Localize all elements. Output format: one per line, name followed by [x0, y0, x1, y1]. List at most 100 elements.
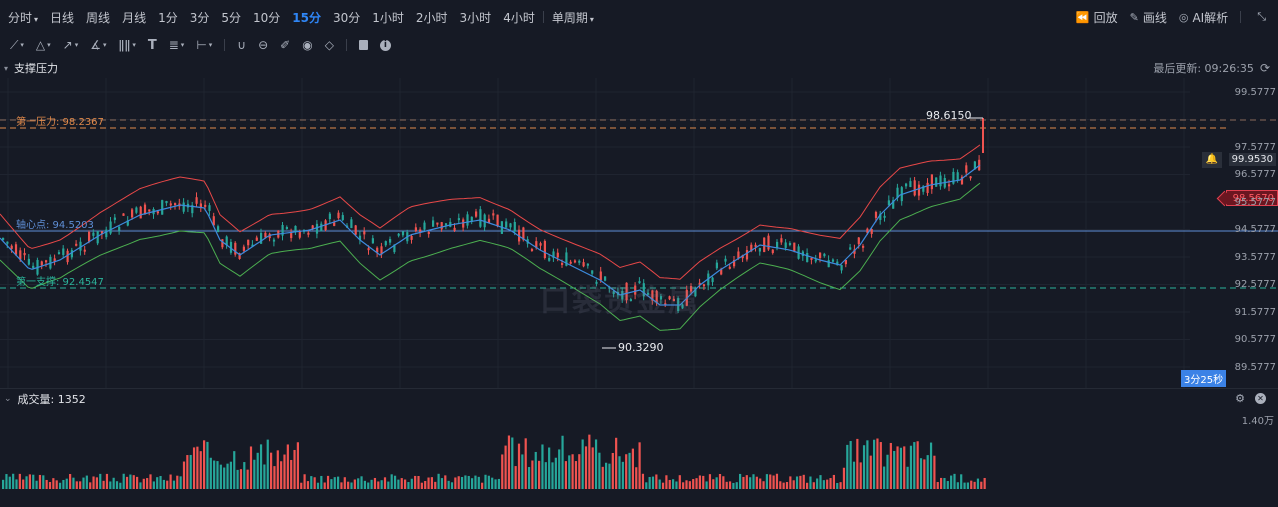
chevron-down-icon: ▾	[180, 41, 185, 49]
edit-tool-button[interactable]: ✐	[280, 38, 290, 52]
fib-tool-button[interactable]: ≣ ▾	[169, 38, 185, 52]
period-3m[interactable]: 3分	[189, 10, 210, 25]
angle-icon: ∡	[90, 38, 102, 52]
candlestick-chart	[0, 78, 1278, 388]
period-30m[interactable]: 30分	[332, 10, 361, 25]
replay-button[interactable]: ⏪ 回放	[1075, 10, 1118, 25]
visibility-tool-button[interactable]: ◉	[302, 38, 312, 52]
y-axis-label: 95.5777	[1234, 197, 1276, 208]
period-4h[interactable]: 4小时	[503, 10, 535, 25]
period-5m[interactable]: 5分	[221, 10, 241, 25]
y-axis-label: 96.5777	[1234, 169, 1276, 180]
divider	[1240, 11, 1242, 23]
period-10m[interactable]: 10分	[253, 10, 281, 25]
close-icon[interactable]: ✕	[1255, 393, 1266, 404]
y-axis-label: 99.5777	[1234, 87, 1276, 98]
divider	[345, 39, 347, 51]
info-icon: i	[379, 39, 391, 51]
y-axis-label: 92.5777	[1234, 279, 1276, 290]
chevron-down-icon: ▾	[132, 41, 136, 49]
pen-icon: ✎	[1129, 10, 1139, 24]
period-15m[interactable]: 15分	[292, 10, 321, 25]
period-weekly[interactable]: 周线	[86, 10, 111, 25]
chevron-down-icon: ▾	[20, 41, 24, 49]
divider	[224, 39, 226, 51]
y-axis-label: 93.5777	[1234, 252, 1276, 263]
y-axis-label: 91.5777	[1234, 307, 1276, 318]
sync-tool-button[interactable]: ⊖	[258, 38, 268, 52]
arrow-icon: ↗	[62, 38, 73, 52]
ai-analysis-button[interactable]: ◎ AI解析	[1178, 10, 1229, 25]
period-1m[interactable]: 1分	[158, 10, 178, 25]
eye-icon: ◉	[302, 38, 313, 52]
pivot-label: 轴心点: 94.5203	[16, 220, 94, 231]
line-icon: ⟋	[10, 37, 19, 52]
indicator-title: 支撑压力	[14, 62, 59, 75]
chevron-down-icon: ▾	[589, 14, 594, 24]
period-fenshi[interactable]: 分时 ▾	[8, 10, 39, 25]
fibonacci-icon: ≣	[168, 38, 179, 52]
bars-tool-button[interactable]: ǁǁ ▾	[119, 38, 136, 52]
angle-tool-button[interactable]: ∡ ▾	[90, 38, 106, 52]
measure-icon: ⊢	[196, 38, 207, 52]
last-update-text: 最后更新: 09:26:35	[1153, 62, 1254, 75]
top-price-tag: 99.9530	[1228, 153, 1276, 166]
chevron-down-icon: ▾	[208, 41, 213, 49]
single-period-dropdown[interactable]: 单周期 ▾	[551, 10, 594, 25]
triangle-icon: △	[35, 38, 46, 52]
chevron-down-icon: ▾	[103, 41, 107, 49]
chevron-down-icon: ▾	[47, 41, 51, 49]
refresh-icon[interactable]: ⟳	[1259, 61, 1270, 75]
sync-icon: ⊖	[258, 38, 269, 52]
period-2h[interactable]: 2小时	[415, 10, 448, 25]
right-tools: ⏪ 回放 ✎ 画线 ◎ AI解析 ⤡	[1064, 0, 1270, 34]
watermark: 口袋贵金属	[540, 284, 700, 319]
measure-tool-button[interactable]: ⊢ ▾	[196, 38, 212, 52]
indicator-header: ▾ 支撑压力	[0, 58, 1278, 78]
volume-axis-max: 1.40万	[1241, 416, 1274, 427]
edit-icon: ✐	[280, 38, 291, 52]
y-axis-label: 89.5777	[1234, 362, 1276, 373]
volume-title: 成交量: 1352	[17, 392, 86, 406]
eraser-icon: ◇	[324, 38, 334, 52]
text-icon: T	[147, 37, 157, 53]
chevron-down-icon: ▾	[34, 14, 39, 24]
draw-button[interactable]: ✎ 画线	[1129, 10, 1167, 25]
info-tool-button[interactable]: i	[379, 39, 391, 51]
high-annotation: 98.6150	[926, 109, 972, 122]
collapse-toggle-icon[interactable]: ▾	[4, 63, 9, 73]
chevron-down-icon: ▾	[74, 41, 79, 49]
period-1h[interactable]: 1小时	[372, 10, 404, 25]
y-axis-label: 90.5777	[1234, 334, 1276, 345]
current-price-tag: 98.5670	[1225, 190, 1278, 206]
period-daily[interactable]: 日线	[50, 10, 75, 25]
volume-tools: ⚙ ✕	[1225, 392, 1266, 405]
price-chart[interactable]: 口袋贵金属 第一压力: 98.2367 轴心点: 94.5203 第一支撑: 9…	[0, 78, 1278, 388]
alert-bell-icon[interactable]: 🔔	[1202, 152, 1222, 168]
period-3h[interactable]: 3小时	[459, 10, 492, 25]
triangle-tool-button[interactable]: △ ▾	[36, 38, 51, 52]
arrow-tool-button[interactable]: ↗ ▾	[63, 38, 79, 52]
support-label: 第一支撑: 92.4547	[16, 277, 104, 288]
rewind-icon: ⏪	[1075, 10, 1090, 24]
ai-scan-icon: ◎	[1178, 10, 1189, 24]
low-annotation: 90.3290	[618, 341, 664, 354]
y-axis-label: 97.5777	[1234, 142, 1276, 153]
volume-bars	[2, 434, 986, 489]
resistance-label: 第一压力: 98.2367	[16, 117, 104, 128]
period-monthly[interactable]: 月线	[122, 10, 147, 25]
bars-icon: ǁǁ	[118, 38, 131, 52]
y-axis-label: 94.5777	[1234, 224, 1276, 235]
magnet-tool-button[interactable]: ∪	[237, 38, 246, 52]
line-tool-button[interactable]: ⟋ ▾	[10, 38, 24, 53]
eraser-tool-button[interactable]: ◇	[325, 38, 334, 52]
trash-icon	[358, 40, 368, 50]
collapse-button[interactable]: ⤡	[1257, 10, 1270, 24]
volume-header: ⌄ 成交量: 1352 ⚙ ✕	[0, 388, 1278, 408]
trash-tool-button[interactable]	[358, 40, 368, 50]
magnet-icon: ∪	[237, 38, 247, 52]
settings-icon[interactable]: ⚙	[1235, 392, 1245, 405]
collapse-icon: ⤡	[1257, 10, 1266, 23]
text-tool-button[interactable]: T	[148, 38, 157, 53]
collapse-toggle-icon[interactable]: ⌄	[4, 393, 12, 404]
